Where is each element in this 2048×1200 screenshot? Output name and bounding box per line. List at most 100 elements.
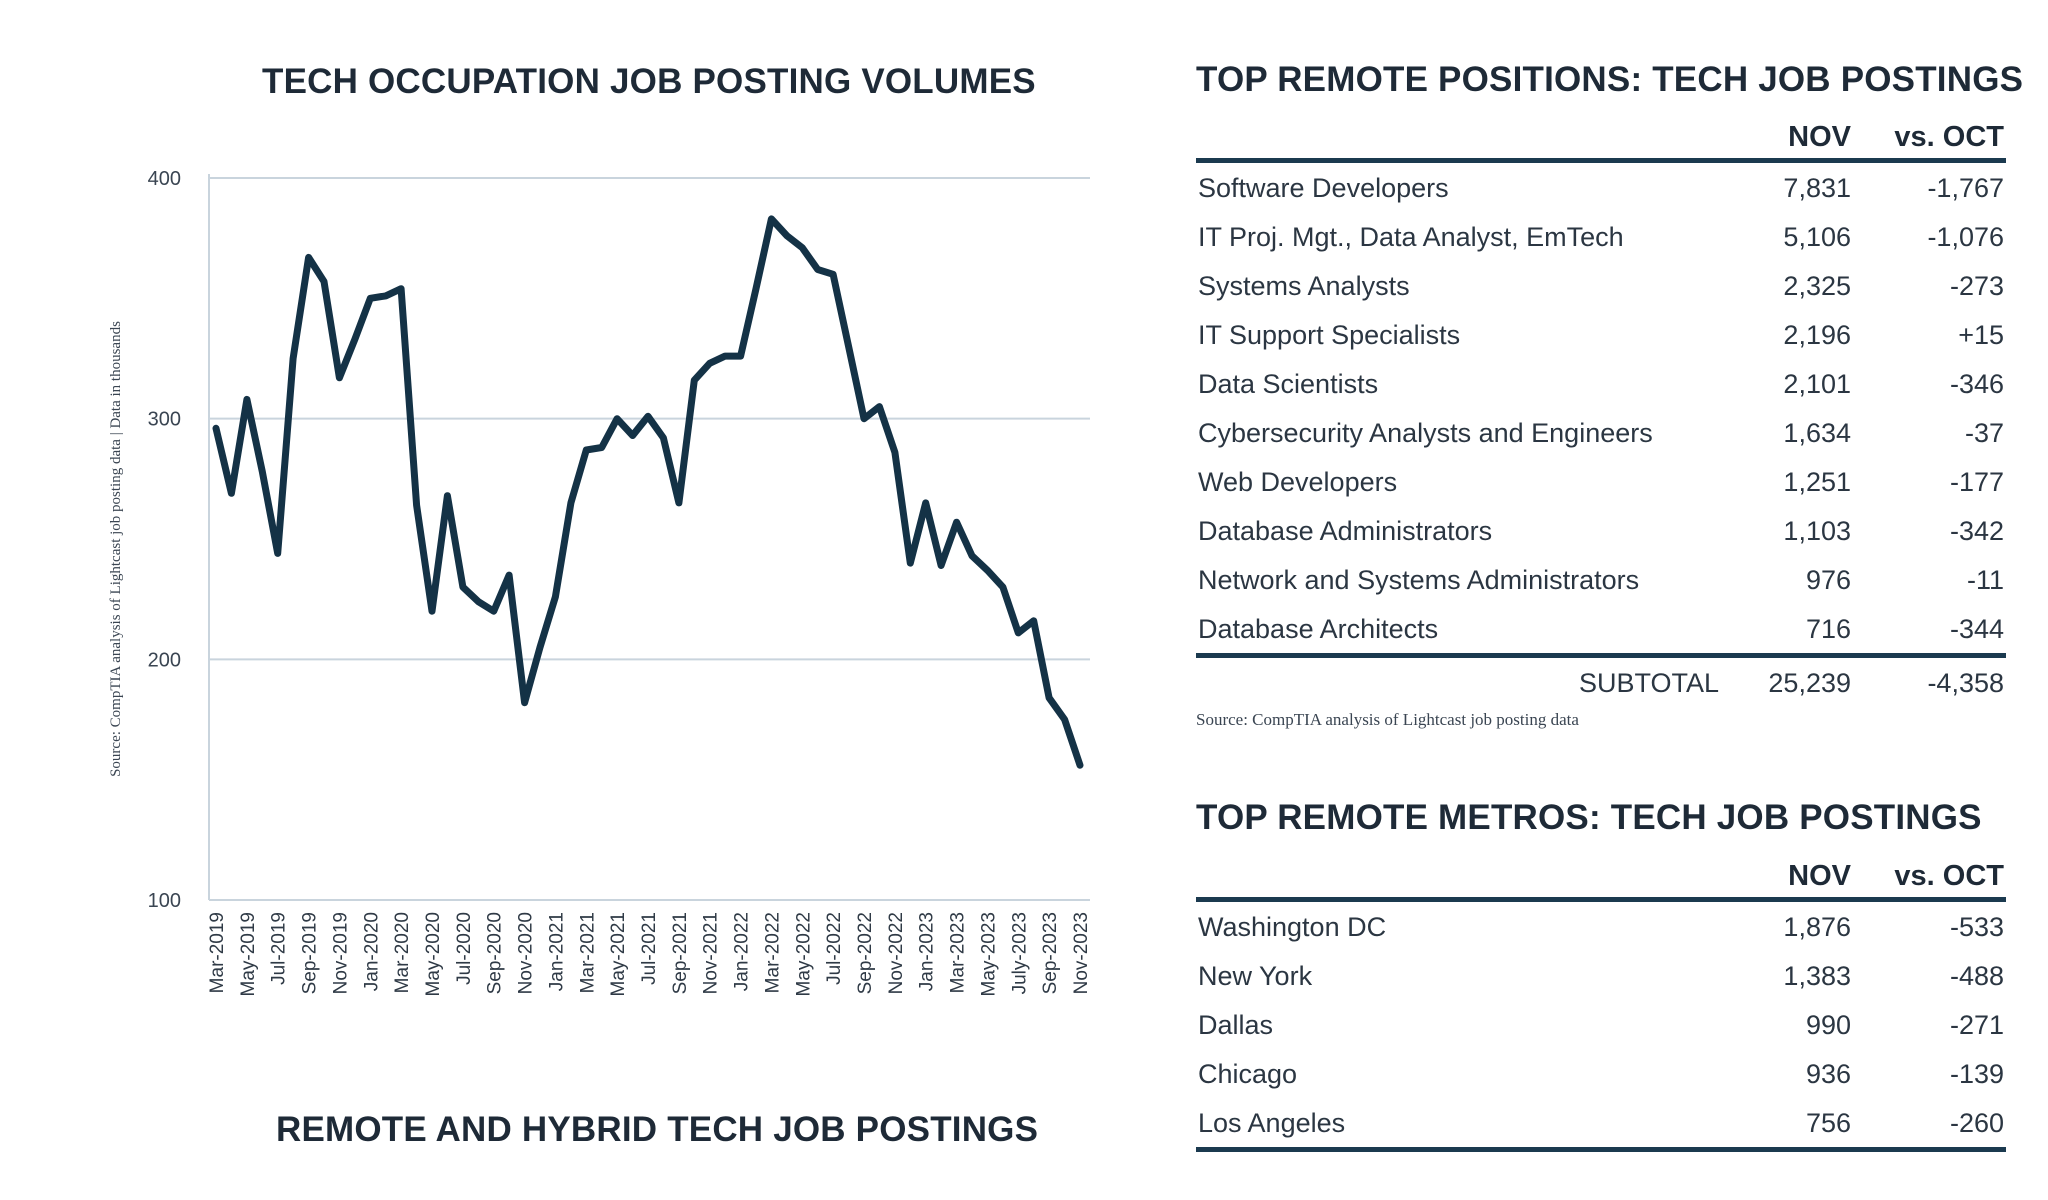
positions-oct-cell: -1,076 <box>1927 222 2004 252</box>
positions-row: Network and Systems Administrators 976 -11 <box>1196 555 2006 604</box>
positions-table-header: NOV vs. OCT <box>1196 118 2006 163</box>
subtotal-label: SUBTOTAL <box>1578 668 1719 698</box>
x-tick-label: Nov-2019 <box>330 912 351 994</box>
positions-source-note: Source: CompTIA analysis of Lightcast jo… <box>1196 710 1579 729</box>
metros-nov-cell: 936 <box>1805 1059 1851 1089</box>
positions-table: NOV vs. OCT Software Developers 7,831 -1,7… <box>1196 118 2006 704</box>
positions-nov-cell: 1,634 <box>1783 418 1851 448</box>
x-tick-label: Jan-2021 <box>546 912 567 991</box>
positions-oct-cell: -37 <box>1964 418 2004 448</box>
positions-row: Cybersecurity Analysts and Engineers 1,63… <box>1196 408 2006 457</box>
y-tick-label: 100 <box>148 890 181 912</box>
x-tick-label: Nov-2021 <box>701 912 722 994</box>
positions-row: IT Proj. Mgt., Data Analyst, EmTech 5,106… <box>1196 212 2006 261</box>
x-tick-label: Mar-2022 <box>762 912 783 993</box>
x-tick-label: Sep-2019 <box>300 912 321 994</box>
subtotal-oct: -4,358 <box>1927 668 2004 698</box>
positions-oct-cell: -177 <box>1949 467 2004 497</box>
chart-subtitle: REMOTE AND HYBRID TECH JOB POSTINGS <box>276 1110 1039 1149</box>
positions-nov-cell: 2,101 <box>1783 369 1851 399</box>
positions-oct-cell: +15 <box>1958 320 2004 350</box>
positions-nov-cell: 2,196 <box>1783 320 1851 350</box>
subtotal-nov: 25,239 <box>1768 668 1851 698</box>
positions-nov-cell: 716 <box>1805 614 1851 644</box>
x-tick-label: Sep-2022 <box>855 912 876 994</box>
positions-name-cell: Cybersecurity Analysts and Engineers <box>1198 418 1653 448</box>
positions-name-cell: Data Scientists <box>1198 369 1379 399</box>
metros-name-cell: Dallas <box>1198 1010 1274 1040</box>
positions-row: Web Developers 1,251 -177 <box>1196 457 2006 506</box>
x-tick-label: Jan-2022 <box>732 912 753 991</box>
positions-nov-cell: 1,103 <box>1783 516 1851 546</box>
y-axis-source-label: Source: CompTIA analysis of Lightcast jo… <box>108 321 124 777</box>
positions-oct-cell: -1,767 <box>1927 173 2004 203</box>
x-tick-label: Jul-2019 <box>269 912 290 985</box>
metros-col-oct: vs. OCT <box>1894 860 2004 892</box>
metros-row: Los Angeles 756 -260 <box>1196 1098 2006 1147</box>
positions-nov-cell: 7,831 <box>1783 173 1851 203</box>
metros-nov-cell: 990 <box>1805 1010 1851 1040</box>
positions-nov-cell: 2,325 <box>1783 271 1851 301</box>
x-tick-label: Nov-2022 <box>886 912 907 994</box>
x-tick-label: May-2020 <box>423 912 444 997</box>
metros-name-cell: New York <box>1198 961 1313 991</box>
positions-table-bottom-rule <box>1196 653 2006 658</box>
x-tick-label: May-2021 <box>608 912 629 997</box>
x-tick-label: May-2019 <box>238 912 259 997</box>
x-tick-label: Mar-2019 <box>207 912 228 993</box>
positions-name-cell: Database Architects <box>1198 614 1439 644</box>
x-tick-label: Sep-2020 <box>485 912 506 994</box>
metros-row: New York 1,383 -488 <box>1196 951 2006 1000</box>
y-tick-label: 300 <box>148 409 181 431</box>
metros-oct-cell: -271 <box>1949 1010 2004 1040</box>
metros-table-body: Washington DC 1,876 -533 New York 1,383 -488 D… <box>1196 902 2006 1147</box>
x-tick-label: Mar-2021 <box>577 912 598 993</box>
positions-oct-cell: -346 <box>1949 369 2004 399</box>
positions-name-cell: Network and Systems Administrators <box>1198 565 1640 595</box>
x-tick-label: Nov-2020 <box>516 912 537 994</box>
metros-nov-cell: 756 <box>1805 1108 1851 1138</box>
x-tick-label: Jul-2020 <box>454 912 475 985</box>
metros-oct-cell: -533 <box>1949 912 2004 942</box>
positions-col-nov: NOV <box>1788 121 1851 153</box>
metros-name-cell: Chicago <box>1198 1059 1298 1089</box>
positions-row: IT Support Specialists 2,196 +15 <box>1196 310 2006 359</box>
x-tick-label: Nov-2023 <box>1071 912 1092 994</box>
positions-name-cell: Web Developers <box>1198 467 1398 497</box>
metros-name-cell: Washington DC <box>1198 912 1387 942</box>
metros-name-cell: Los Angeles <box>1198 1108 1346 1138</box>
x-tick-label: Jul-2022 <box>824 912 845 985</box>
positions-row: Software Developers 7,831 -1,767 <box>1196 163 2006 212</box>
positions-row: Data Scientists 2,101 -346 <box>1196 359 2006 408</box>
x-tick-label: Sep-2023 <box>1040 912 1061 994</box>
y-tick-label: 400 <box>148 168 181 190</box>
positions-nov-cell: 976 <box>1805 565 1851 595</box>
metros-oct-cell: -260 <box>1949 1108 2004 1138</box>
x-tick-label: Jul-2021 <box>639 912 660 985</box>
positions-oct-cell: -344 <box>1949 614 2004 644</box>
positions-col-oct: vs. OCT <box>1894 121 2004 153</box>
line-chart: 100 200 300 400 Mar-2019 May-2019 Jul-2019 Sep-… <box>108 168 1092 997</box>
x-tick-label: Jan-2020 <box>361 912 382 991</box>
metros-table-bottom-rule <box>1196 1147 2006 1152</box>
positions-nov-cell: 1,251 <box>1783 467 1851 497</box>
metros-row: Chicago 936 -139 <box>1196 1049 2006 1098</box>
x-tick-label: Mar-2020 <box>392 912 413 993</box>
positions-name-cell: IT Proj. Mgt., Data Analyst, EmTech <box>1198 222 1624 252</box>
metros-oct-cell: -488 <box>1949 961 2004 991</box>
series-line <box>212 215 1084 769</box>
x-tick-label: May-2022 <box>793 912 814 997</box>
positions-row: Systems Analysts 2,325 -273 <box>1196 261 2006 310</box>
positions-table-body: Software Developers 7,831 -1,767 IT Proj. M… <box>1196 163 2006 653</box>
positions-name-cell: Software Developers <box>1198 173 1449 203</box>
chart-title: TECH OCCUPATION JOB POSTING VOLUMES <box>262 62 1036 101</box>
y-tick-label: 200 <box>148 649 181 671</box>
positions-oct-cell: -11 <box>1966 565 2004 595</box>
positions-row: Database Administrators 1,103 -342 <box>1196 506 2006 555</box>
metros-oct-cell: -139 <box>1949 1059 2004 1089</box>
metros-nov-cell: 1,876 <box>1783 912 1851 942</box>
metros-table-title: TOP REMOTE METROS: TECH JOB POSTINGS <box>1196 798 1982 837</box>
x-tick-label: July-2023 <box>1009 912 1030 994</box>
positions-oct-cell: -273 <box>1949 271 2004 301</box>
x-tick-label: Mar-2023 <box>948 912 969 993</box>
